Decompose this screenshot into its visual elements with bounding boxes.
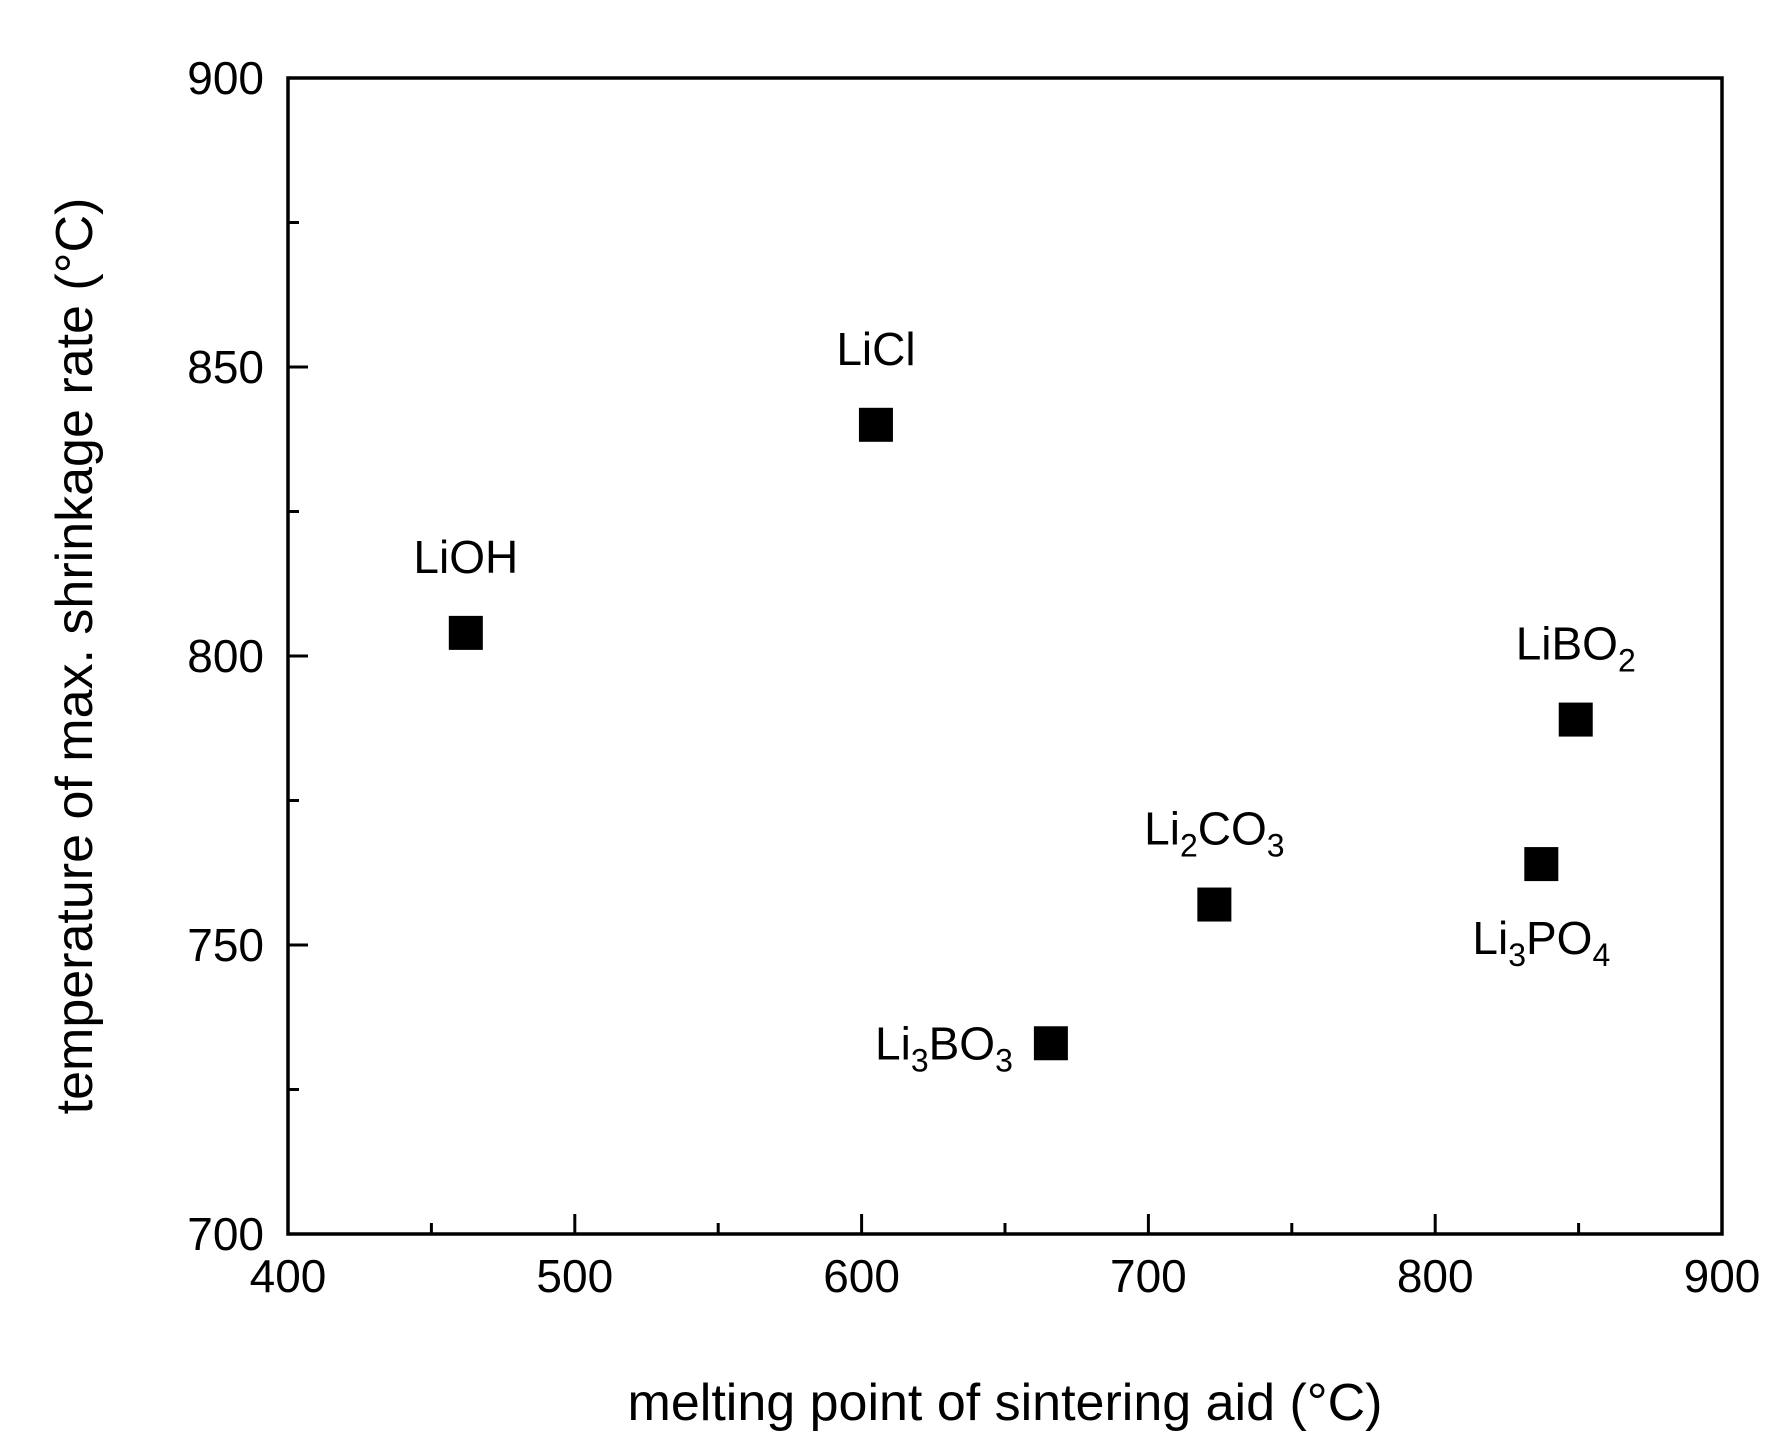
axis-ticks [286, 76, 1724, 1236]
x-tick-label: 500 [536, 1250, 613, 1302]
point-label: LiBO2 [1516, 618, 1636, 679]
tick-labels: 400 500 600 700 800 900 700 750 800 850 900 [187, 52, 1760, 1302]
x-axis-title: melting point of sintering aid (°C) [628, 1374, 1383, 1432]
data-point [1197, 887, 1232, 922]
point-label: Li2CO3 [1144, 803, 1284, 864]
data-point [1558, 702, 1593, 737]
point-labels: LiOH LiCl Li3BO3 Li2CO3 Li3PO4 LiBO2 [413, 323, 1635, 1078]
y-tick-label: 900 [187, 52, 264, 104]
point-label: Li3PO4 [1472, 912, 1610, 973]
y-tick-label: 700 [187, 1208, 264, 1260]
x-tick-label: 700 [1110, 1250, 1187, 1302]
data-point [448, 615, 483, 650]
y-axis-title: temperature of max. shrinkage rate (°C) [46, 198, 104, 1115]
point-label: LiCl [836, 323, 915, 375]
y-tick-label: 800 [187, 630, 264, 682]
point-label: LiOH [413, 531, 518, 583]
x-tick-label: 800 [1397, 1250, 1474, 1302]
data-point [1033, 1026, 1068, 1061]
x-tick-label: 600 [823, 1250, 900, 1302]
data-point [1524, 847, 1559, 882]
x-tick-label: 400 [250, 1250, 327, 1302]
data-point [858, 407, 893, 442]
point-label: Li3BO3 [875, 1017, 1013, 1078]
x-tick-label: 900 [1684, 1250, 1761, 1302]
data-points [448, 407, 1593, 1061]
y-tick-label: 750 [187, 919, 264, 971]
y-tick-label: 850 [187, 341, 264, 393]
